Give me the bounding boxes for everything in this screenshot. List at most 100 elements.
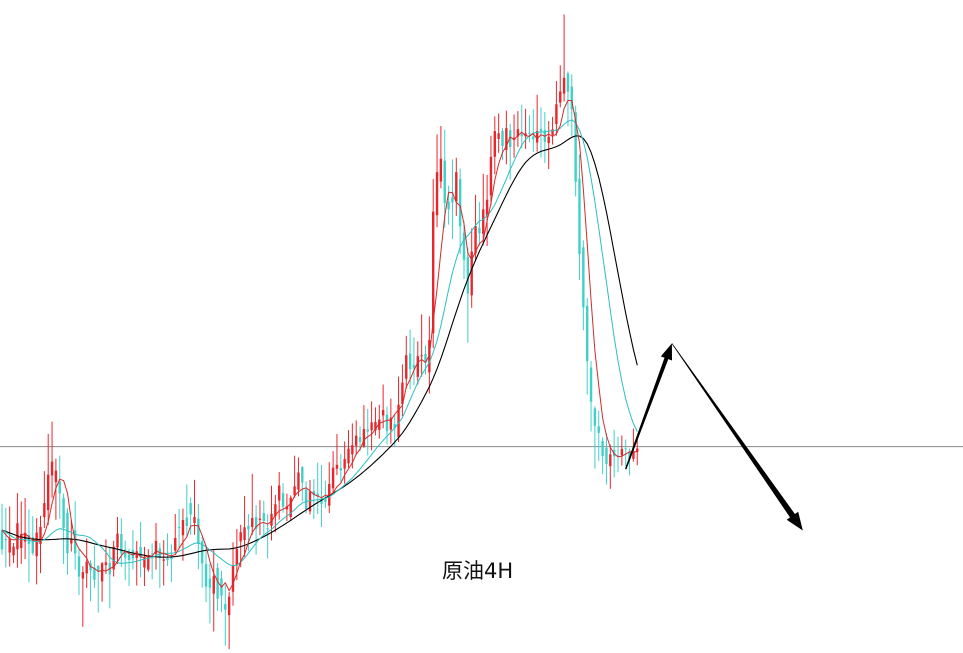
candle — [489, 135, 493, 206]
candle-body — [512, 137, 516, 140]
candle — [197, 503, 200, 570]
candle-body — [505, 128, 508, 150]
chart-annotation: 原油4H — [442, 559, 513, 583]
candle — [70, 519, 73, 552]
candle — [381, 384, 385, 429]
candle-body — [308, 491, 312, 512]
candle — [435, 134, 439, 228]
candle-body — [482, 209, 485, 234]
candle — [505, 110, 508, 165]
candle — [35, 518, 38, 585]
candle — [304, 481, 308, 514]
candle-body — [247, 525, 250, 530]
candle-body — [81, 572, 85, 579]
candle — [451, 159, 454, 240]
candle-body — [304, 489, 308, 510]
candle-body — [524, 133, 527, 137]
candle — [385, 406, 389, 445]
candle — [393, 415, 396, 446]
candle — [516, 111, 520, 147]
up-arrow — [625, 343, 672, 470]
candle-body — [193, 517, 196, 523]
candle-body — [93, 567, 96, 580]
candle — [170, 544, 173, 582]
candle — [355, 420, 358, 455]
candle-body — [509, 130, 512, 147]
candle-body — [58, 481, 61, 494]
candle-body — [547, 136, 550, 144]
candle-body — [478, 227, 481, 234]
candle-body — [289, 497, 292, 517]
candle-body — [636, 448, 639, 453]
candle-body — [624, 448, 627, 450]
candle — [47, 433, 50, 526]
candle-body — [528, 132, 531, 134]
candle — [208, 563, 212, 624]
candle-body — [455, 172, 458, 202]
candle-body — [355, 435, 358, 446]
candle — [343, 441, 346, 484]
candle — [466, 247, 470, 343]
candle-body — [297, 472, 300, 490]
candle — [20, 501, 23, 564]
candle-body — [420, 355, 423, 357]
candle — [312, 479, 316, 520]
candle — [593, 406, 597, 469]
candle-body — [462, 232, 466, 260]
candle-body — [574, 112, 577, 182]
candle-body — [389, 417, 393, 430]
candle-body — [405, 355, 408, 379]
candle-body — [378, 419, 381, 430]
candle-body — [274, 504, 277, 517]
candle — [39, 515, 42, 574]
candle — [224, 585, 227, 646]
candle — [366, 408, 369, 456]
candle-body — [143, 558, 146, 568]
candle — [143, 546, 146, 587]
candle-body — [174, 537, 177, 551]
ma-slow-line — [1, 135, 638, 558]
candle-body — [362, 428, 366, 447]
candle-body — [97, 566, 100, 572]
candle-body — [439, 158, 443, 182]
candle — [212, 549, 215, 632]
candle — [324, 480, 327, 509]
candle-body — [520, 134, 523, 137]
candle — [50, 421, 54, 498]
candle-body — [293, 486, 296, 496]
candle-body — [501, 130, 504, 147]
candle-body — [39, 526, 42, 544]
candle-body — [204, 564, 208, 587]
candle — [166, 533, 169, 567]
candle-body — [251, 517, 254, 527]
candle — [100, 561, 104, 602]
candle-body — [262, 513, 265, 521]
candle — [447, 185, 450, 225]
candle-body — [374, 421, 377, 431]
candle-body — [605, 447, 608, 465]
candle — [374, 407, 377, 436]
candle-body — [443, 160, 446, 203]
candle-body — [231, 565, 235, 592]
candle — [174, 514, 177, 554]
candle — [258, 500, 262, 536]
candle-body — [77, 556, 81, 577]
candle — [520, 104, 523, 149]
candle — [262, 500, 265, 535]
candle — [632, 428, 635, 462]
candle-body — [493, 131, 496, 157]
candle-body — [12, 546, 15, 556]
candle — [16, 493, 19, 568]
candle — [204, 544, 208, 603]
ma-mid-line — [1, 119, 638, 567]
candle-body — [104, 562, 108, 566]
candle — [316, 462, 319, 515]
candle-body — [451, 197, 454, 203]
candle — [177, 508, 181, 550]
candle-body — [116, 533, 119, 548]
candle-body — [124, 549, 127, 558]
ma-fast-line — [1, 99, 638, 592]
candle-body — [586, 305, 589, 362]
candle-body — [66, 512, 69, 554]
candle — [455, 157, 458, 216]
